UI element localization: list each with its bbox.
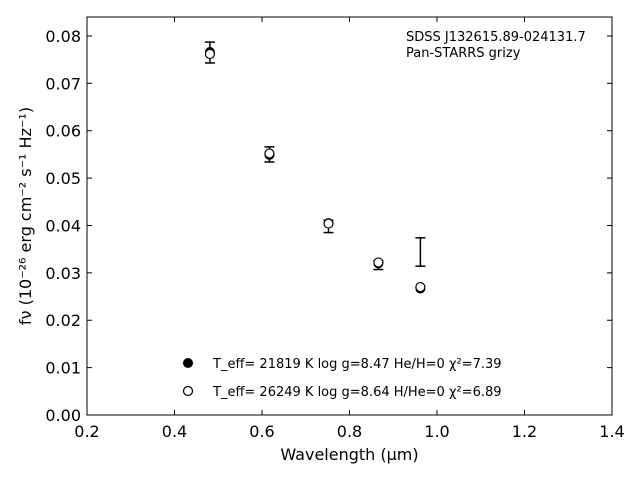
y-axis-label: fν (10⁻²⁶ erg cm⁻² s⁻¹ Hz⁻¹) [16, 107, 35, 325]
y-tick-label: 0.05 [45, 169, 81, 188]
x-tick-label: 0.8 [337, 422, 362, 441]
y-tick-label: 0.04 [45, 216, 81, 235]
x-tick-label: 1.4 [599, 422, 624, 441]
x-axis-label: Wavelength (μm) [280, 445, 418, 464]
y-tick-label: 0.01 [45, 359, 81, 378]
plot-frame [86, 16, 613, 416]
y-tick-label: 0.00 [45, 406, 81, 425]
model-points [204, 47, 426, 294]
y-tick-label: 0.06 [45, 122, 81, 141]
model-point-open [323, 218, 334, 229]
x-tick-label: 1.0 [424, 422, 449, 441]
y-tick-label: 0.08 [45, 27, 81, 46]
model-point-open [264, 148, 275, 159]
model-point-open [204, 48, 216, 60]
object-annotation: SDSS J132615.89-024131.7 Pan-STARRS griz… [406, 30, 586, 61]
x-tick-label: 0.2 [74, 422, 99, 441]
legend: T_eff= 21819 K log g=8.47 He/H=0 χ²=7.39… [182, 357, 502, 400]
model-point-open [373, 257, 384, 268]
x-axis-ticks: 0.2 0.4 0.6 0.8 1.0 1.2 1.4 [74, 17, 625, 441]
model-point-open [415, 281, 426, 293]
observed-error-bars [204, 41, 426, 271]
y-tick-label: 0.07 [45, 74, 81, 93]
legend-marker-open [182, 385, 194, 397]
legend-marker-filled [183, 358, 193, 368]
x-tick-label: 0.4 [162, 422, 187, 441]
x-tick-label: 0.6 [249, 422, 274, 441]
y-tick-label: 0.02 [45, 311, 81, 330]
photometry-survey: Pan-STARRS grizy [406, 46, 521, 61]
y-tick-label: 0.03 [45, 264, 81, 283]
legend-entry-model-1: T_eff= 21819 K log g=8.47 He/H=0 χ²=7.39 [212, 357, 502, 372]
y-axis-ticks: 0.00 0.01 0.02 0.03 0.04 0.05 0.06 0.07 0.08 [45, 27, 612, 425]
object-name: SDSS J132615.89-024131.7 [406, 30, 586, 45]
x-tick-label: 1.2 [512, 422, 537, 441]
legend-entry-model-2: T_eff= 26249 K log g=8.64 H/He=0 χ²=6.89 [212, 385, 502, 400]
